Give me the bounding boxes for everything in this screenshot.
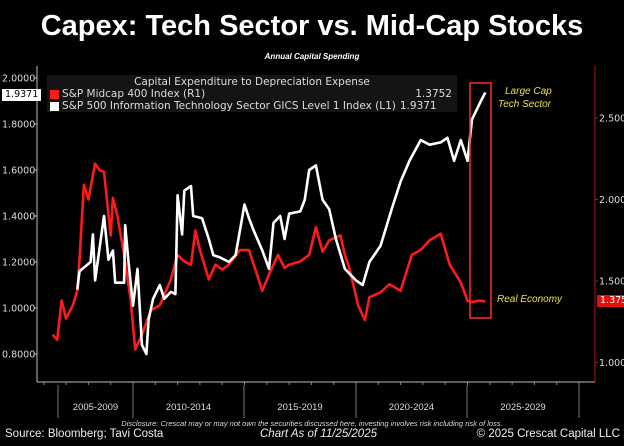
as-of-text: Chart As of 11/25/2025	[260, 428, 377, 440]
left-tick-label: 2.0000	[2, 74, 35, 85]
annotation-large-cap: Large Cap	[505, 86, 552, 97]
legend-label: S&P 500 Information Technology Sector GI…	[62, 100, 396, 112]
right-tick-label: 2.5000	[599, 114, 624, 125]
left-tick-label: 1.4000	[2, 212, 35, 223]
legend-item-tech: S&P 500 Information Technology Sector GI…	[50, 100, 452, 112]
right-tick-label: 2.0000	[599, 195, 624, 206]
legend-value: 1.9371	[399, 100, 437, 112]
x-band-label: 2020-2024	[388, 402, 435, 413]
right-tick-label: 1.5000	[599, 277, 624, 288]
legend-swatch-white	[50, 101, 59, 111]
right-tick-label: 1.0000	[599, 358, 624, 369]
x-band-label: 2025-2029	[500, 402, 546, 413]
left-tick-label: 1.6000	[2, 166, 35, 177]
left-tick-label: 0.8000	[2, 350, 35, 361]
series-line-tech	[76, 91, 487, 356]
x-band-label: 2005-2009	[72, 402, 119, 413]
legend: Capital Expenditure to Depreciation Expe…	[47, 75, 457, 112]
left-tick-label: 1.8000	[2, 120, 35, 131]
highlight-box	[469, 82, 492, 319]
x-band-label: 2010-2014	[165, 402, 212, 413]
left-last-value-badge: 1.9371	[2, 89, 42, 101]
chart-title: Capex: Tech Sector vs. Mid-Cap Stocks	[40, 10, 584, 42]
legend-label: S&P Midcap 400 Index (R1)	[62, 88, 206, 100]
source-text: Source: Bloomberg; Tavi Costa	[5, 428, 164, 440]
left-tick-label: 1.2000	[2, 258, 35, 269]
legend-title: Capital Expenditure to Depreciation Expe…	[134, 76, 370, 88]
annotation-tech-sector: Tech Sector	[498, 99, 551, 110]
annotation-real-economy: Real Economy	[497, 294, 563, 305]
legend-swatch-red	[50, 89, 59, 99]
chart-subtitle: Annual Capital Spending	[264, 52, 360, 61]
disclosure: Disclosure: Crescat may or may not own t…	[121, 419, 503, 428]
left-tick-label: 1.0000	[2, 304, 35, 315]
x-band-label: 2015-2019	[277, 402, 323, 413]
legend-item-midcap: S&P Midcap 400 Index (R1) 1.3752	[50, 88, 452, 100]
legend-value: 1.3752	[415, 88, 452, 100]
right-last-value-badge: 1.3752	[597, 295, 624, 307]
copyright-text: © 2025 Crescat Capital LLC	[476, 428, 620, 440]
